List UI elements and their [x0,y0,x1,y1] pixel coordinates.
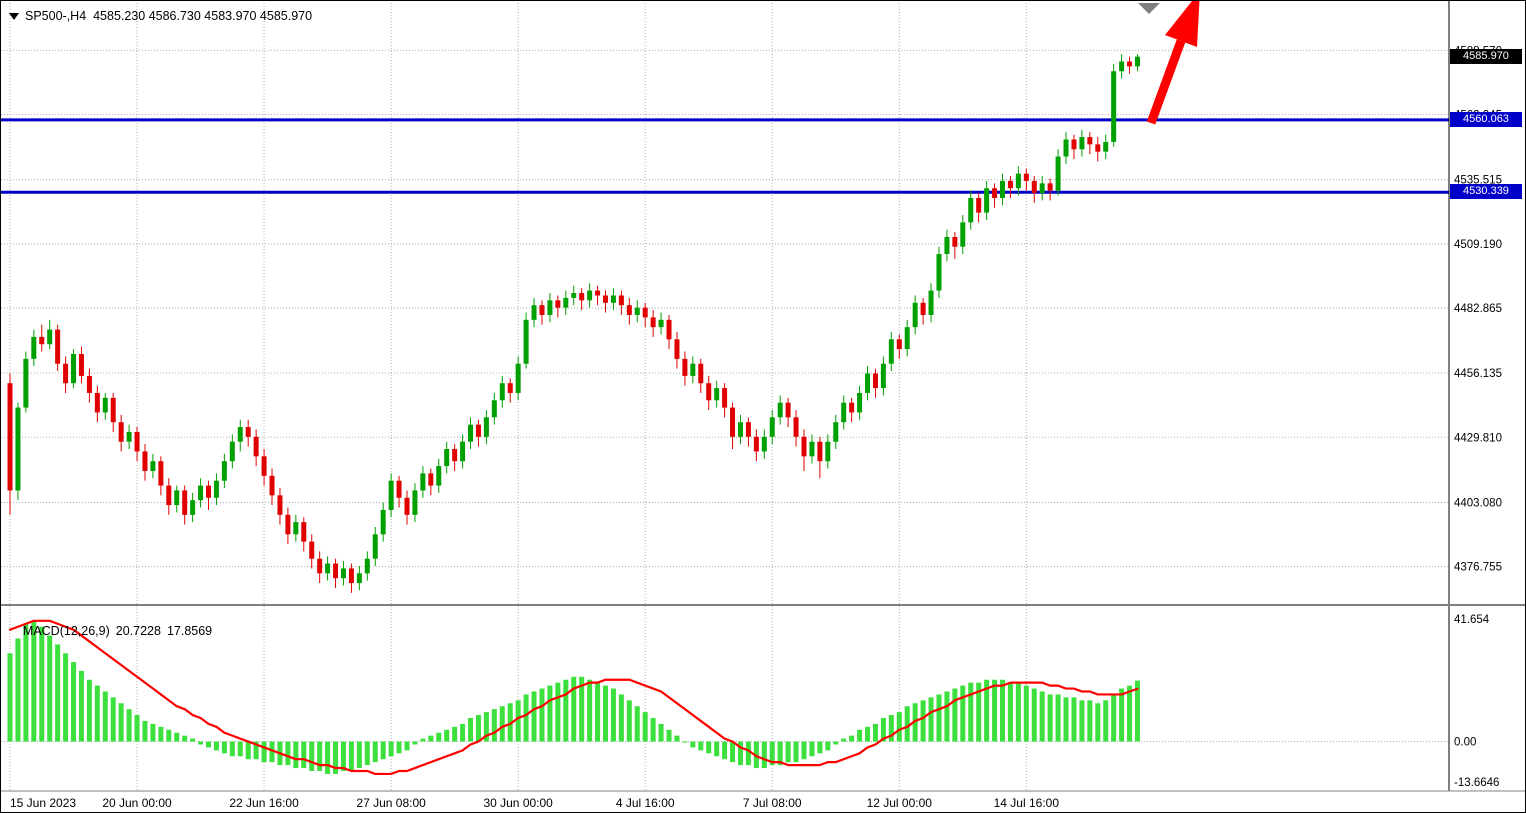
symbol-ohlc-text: SP500-,H4 4585.230 4586.730 4583.970 458… [25,9,313,23]
resistance-price-tag: 4560.063 [1450,111,1522,127]
support-price-tag: 4530.339 [1450,184,1522,200]
arrow-anchor-icon [1138,3,1160,14]
macd-signal-value: 17.8569 [166,624,213,638]
svg-text:30 Jun 00:00: 30 Jun 00:00 [483,796,553,810]
svg-text:4535.515: 4535.515 [1454,175,1502,187]
macd-indicator-label: MACD(12,26,9) 20.7228 17.8569 [9,610,218,652]
svg-text:20 Jun 00:00: 20 Jun 00:00 [102,796,172,810]
candles-layer [7,54,1140,593]
support-resistance-lines[interactable] [1,118,1449,194]
trend-arrow-head [1165,1,1200,47]
svg-text:41.654: 41.654 [1454,614,1490,626]
svg-text:4509.190: 4509.190 [1454,239,1502,251]
svg-text:4482.865: 4482.865 [1454,303,1502,315]
trend-arrow-shaft [1146,39,1186,125]
svg-text:15 Jun 2023: 15 Jun 2023 [10,796,76,810]
svg-text:27 Jun 08:00: 27 Jun 08:00 [356,796,426,810]
grid-layer [1,3,1449,791]
svg-text:4456.135: 4456.135 [1454,368,1502,380]
svg-text:4403.080: 4403.080 [1454,497,1502,509]
trend-arrow-annotation[interactable] [1138,1,1200,125]
svg-text:4376.755: 4376.755 [1454,562,1502,574]
macd-signal-line-layer [8,619,1139,776]
svg-text:7 Jul 08:00: 7 Jul 08:00 [743,796,802,810]
svg-text:0.00: 0.00 [1454,737,1476,749]
current-price-tag: 4585.970 [1450,48,1522,64]
svg-text:14 Jul 16:00: 14 Jul 16:00 [994,796,1060,810]
symbol-header: SP500-,H4 4585.230 4586.730 4583.970 458… [9,9,312,23]
macd-name: MACD(12,26,9) [22,624,110,638]
svg-text:12 Jul 00:00: 12 Jul 00:00 [867,796,933,810]
svg-text:-13.6646: -13.6646 [1454,777,1499,789]
svg-text:22 Jun 16:00: 22 Jun 16:00 [229,796,299,810]
symbol-triangle-icon[interactable] [9,12,19,20]
macd-histogram-layer [7,620,1140,774]
macd-main-value: 20.7228 [115,624,161,638]
svg-text:4429.810: 4429.810 [1454,432,1502,444]
svg-text:4 Jul 16:00: 4 Jul 16:00 [616,796,675,810]
